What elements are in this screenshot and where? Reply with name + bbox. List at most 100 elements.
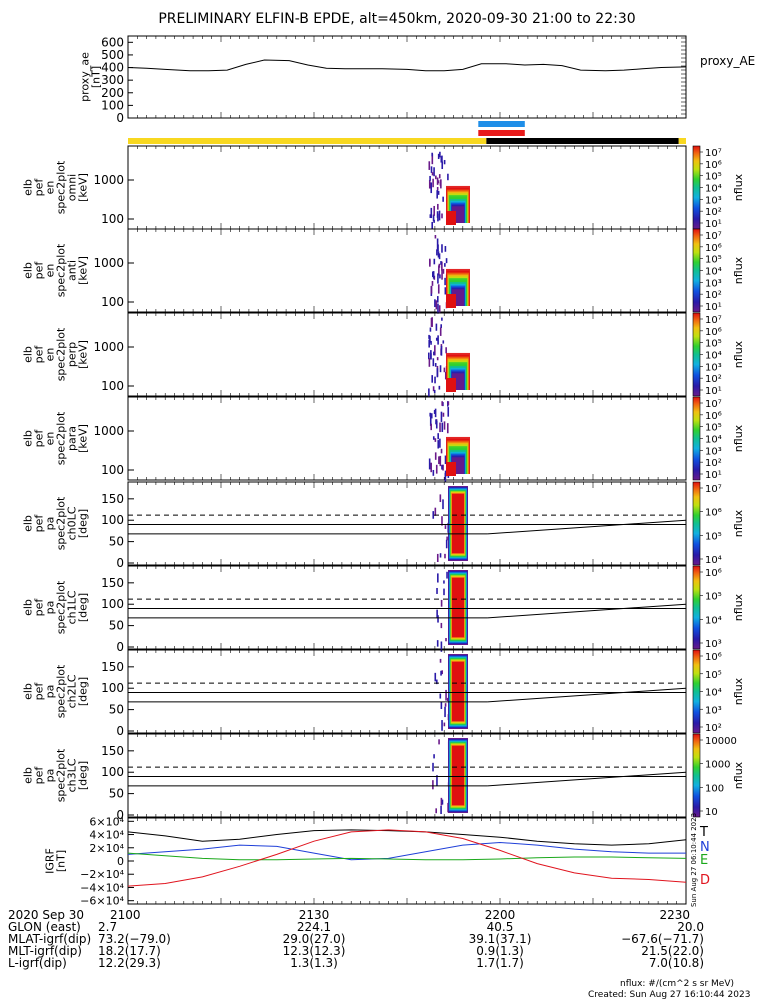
energy-panel-0-ylabel-line: [keV] <box>77 173 90 202</box>
energy-panel-1-dot <box>442 268 445 274</box>
pitch-panel-2-ytick-label: 150 <box>101 660 124 674</box>
energy-panel-0-dot <box>430 182 433 194</box>
pitch-panel-1-dot <box>440 641 443 652</box>
pitch-panel-2-ylabel-line: elb <box>22 683 35 700</box>
energy-panel-3-dot <box>434 408 437 418</box>
pitch-panel-2-ytick-label: 0 <box>116 724 124 738</box>
energy-panel-1-dot <box>444 287 447 295</box>
energy-panel-0-dot <box>431 172 434 176</box>
energy-panel-2 <box>127 312 687 397</box>
pitch-panel-0-ylabel-line: ch0LC <box>66 506 79 540</box>
pitch-panel-3 <box>127 733 687 818</box>
energy-panel-1-core <box>446 294 456 308</box>
igrf-legend-T: T <box>699 825 708 840</box>
energy-panel-1-dot <box>438 305 441 314</box>
pitch-panel-3-ytick-label: 150 <box>101 744 124 758</box>
igrf-ylabel: IGRF[nT] <box>44 848 68 874</box>
pitch-panel-2-dot <box>446 697 449 702</box>
energy-panel-3-dot <box>444 470 447 477</box>
pitch-panel-3-flux <box>452 746 464 805</box>
energy-panel-0-dot <box>438 210 441 221</box>
energy-panel-3-dot <box>443 421 446 430</box>
energy-panel-3-ylabel-line: en <box>44 432 57 446</box>
energy-panel-3-core <box>446 462 456 476</box>
pitch-panel-1-ylabel-line: ch1LC <box>66 590 79 624</box>
energy-panel-0-dot <box>436 186 439 191</box>
energy-panel-0-dot <box>431 221 434 229</box>
energy-panel-0-dot <box>430 207 433 219</box>
energy-panel-0-dot <box>438 174 441 179</box>
pitch-panel-0-ytick-label: 150 <box>101 492 124 506</box>
energy-panel-3-dot <box>433 410 436 414</box>
energy-panel-0-dot <box>431 152 433 157</box>
energy-panel-1-dot <box>436 249 438 256</box>
energy-panel-0-dot <box>431 153 434 165</box>
energy-panel-2-dot <box>439 365 442 373</box>
pitch-panel-2-flux <box>452 662 464 721</box>
energy-panel-2-dot <box>430 317 433 327</box>
energy-panel-3-dot <box>439 422 441 433</box>
xaxis-value: 73.2(−79.0) <box>98 932 171 946</box>
energy-panel-3-dot <box>434 438 437 442</box>
energy-panel-1-colorbar-unit-text: nflux <box>732 256 745 284</box>
proxy-ae-ytick-label: 600 <box>101 35 124 49</box>
pitch-panel-0-ytick-label: 50 <box>109 535 124 549</box>
pitch-panel-1-ylabel-line: [deg] <box>77 593 90 622</box>
pitch-panel-2 <box>127 649 687 734</box>
xaxis-value: 29.0(27.0) <box>283 932 346 946</box>
energy-panel-2-dot <box>443 367 446 373</box>
pitch-panel-0-colorbar-label: 10⁴ <box>705 555 722 566</box>
energy-panel-3-ylabel-line: para <box>66 426 79 451</box>
energy-panel-3-dot <box>432 469 435 476</box>
energy-panel-1-dot <box>432 271 434 278</box>
energy-panel-2-dot <box>439 327 442 336</box>
energy-panel-3-dot <box>435 464 438 474</box>
pitch-panel-0-dot <box>434 507 437 516</box>
proxy-ae-ytick-label: 100 <box>101 98 124 112</box>
energy-panel-1-dot <box>437 251 440 258</box>
energy-panel-2-dot <box>435 337 438 341</box>
proxy-ae-ylabel-line: [nT] <box>90 66 103 88</box>
igrf-ytick-label: −2×10⁴ <box>80 868 124 881</box>
energy-panel-0-colorbar-label: 10² <box>705 207 722 218</box>
energy-panel-2-colorbar-unit-text: nflux <box>732 340 745 368</box>
xaxis-value: 0.9(1.3) <box>476 944 524 958</box>
pitch-panel-3-ylabel-line: elb <box>22 767 35 784</box>
energy-panel-2-colorbar-label: 10² <box>705 374 722 385</box>
xaxis-time-0: 2100 <box>110 908 141 922</box>
pitch-panel-1-dot <box>443 580 445 584</box>
igrf-ylabel-line: [nT] <box>55 850 68 872</box>
energy-panel-2-dot <box>428 358 431 367</box>
energy-panel-0-colorbar-label: 10¹ <box>705 219 722 230</box>
pitch-panel-3-dot <box>438 739 440 745</box>
energy-panel-3-colorbar-label: 10² <box>705 458 722 469</box>
pitch-panel-2-dot <box>443 722 446 727</box>
energy-panel-2-colorbar <box>692 312 701 397</box>
pitch-panel-0-dot <box>432 511 435 519</box>
pitch-panel-3-dot <box>435 808 437 814</box>
igrf-ytick-label: 0 <box>117 855 124 868</box>
pitch-panel-0-colorbar-label: 10⁶ <box>705 508 722 519</box>
energy-panel-3-ytick-label: 100 <box>101 463 124 477</box>
energy-panel-1-dot <box>438 265 440 276</box>
energy-panel-3-colorbar-label: 10⁴ <box>705 435 722 446</box>
energy-panel-3-colorbar-label: 10⁶ <box>705 411 722 422</box>
pitch-panel-2-ylabel-line: spec2plot <box>55 664 68 718</box>
energy-panel-2-dot <box>430 350 432 360</box>
energy-panel-0-dot <box>433 205 436 216</box>
pitch-panel-1-colorbar-label: 10⁶ <box>705 568 722 579</box>
status-bar-yellow <box>678 138 686 144</box>
pitch-panel-1-ytick-label: 0 <box>116 640 124 654</box>
pitch-panel-0-dot <box>436 553 439 563</box>
energy-panel-1-dot <box>441 261 443 271</box>
xaxis-time-3: 2230 <box>659 908 690 922</box>
proxy-ae-ylabel: proxy_ae[nT] <box>79 52 103 102</box>
energy-panel-0-colorbar-unit-text: nflux <box>732 173 745 201</box>
proxy-ae-ytick-label: 500 <box>101 48 124 62</box>
igrf-series-D <box>127 829 687 887</box>
plot-title: PRELIMINARY ELFIN-B EPDE, alt=450km, 202… <box>158 11 635 27</box>
energy-panel-2-colorbar-label: 10⁶ <box>705 327 722 338</box>
pitch-panel-3-ytick-label: 50 <box>109 787 124 801</box>
